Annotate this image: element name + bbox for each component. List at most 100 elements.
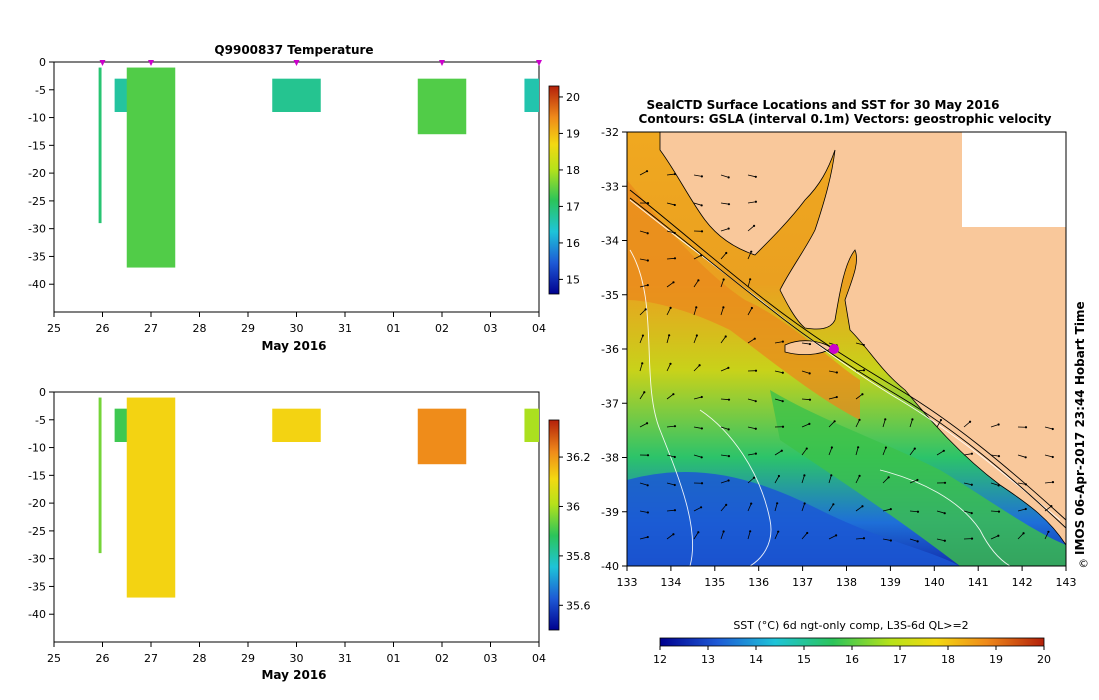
velocity-vector-head [753,337,756,340]
velocity-vector-head [673,172,677,176]
velocity-vector-head [916,478,919,482]
velocity-vector-head [725,503,728,507]
x-tick-label: 02 [435,322,449,335]
x-tick-label: 26 [96,322,110,335]
lat-tick-label: -36 [601,343,619,356]
x-tick-label: 04 [532,652,546,665]
velocity-vector [693,335,698,344]
x-tick-label: 31 [338,322,352,335]
x-tick-label: 26 [96,652,110,665]
velocity-vector-head [889,539,892,542]
velocity-vector-head [858,418,861,421]
colorbar-tick-label: 15 [566,273,580,286]
velocity-vector-head [781,340,784,343]
velocity-vector [720,531,724,540]
velocity-vector [855,447,859,456]
velocity-vector [990,454,999,457]
velocity-vector [774,475,780,484]
velocity-vector-head [803,474,806,477]
velocity-vector [747,338,755,344]
sst-tick-label: 15 [797,653,811,666]
lat-tick-label: -32 [601,126,619,139]
sst-colorbar [659,637,1045,647]
velocity-vector-head [727,398,731,401]
velocity-vector [747,279,751,288]
x-tick-label: 01 [387,322,401,335]
velocity-vector-head [697,531,700,534]
velocity-vector-head [641,362,644,365]
velocity-vector [747,398,756,402]
velocity-vector [990,535,999,540]
velocity-vector [990,424,999,428]
velocity-vector [747,426,756,430]
velocity-vector [801,342,810,345]
map-title-line-2: Contours: GSLA (interval 0.1m) Vectors: … [639,112,1052,126]
velocity-vector-head [970,537,974,540]
velocity-vector [720,336,727,344]
velocity-vector-head [725,251,728,255]
velocity-vector-head [777,474,781,478]
velocity-vector-head [752,476,756,479]
land-mass [659,132,1066,546]
velocity-vector [639,536,648,540]
velocity-vector [1044,481,1053,484]
velocity-vector [720,504,727,512]
y-tick-label: -15 [28,139,46,152]
velocity-vector-head [700,482,704,485]
sst-tick-label: 17 [893,653,907,666]
contour-line [629,249,694,566]
velocity-vector [1044,454,1053,458]
x-tick-label: 29 [241,652,255,665]
velocity-vector [882,508,891,512]
velocity-vector-head [700,427,703,430]
velocity-vector [639,309,646,316]
velocity-vector-head [808,422,811,425]
x-tick-label: 27 [144,322,158,335]
lat-tick-label: -39 [601,506,619,519]
velocity-vector-head [673,231,676,235]
velocity-vector-head [646,259,649,262]
y-tick-label: -40 [28,278,46,291]
velocity-vector-head [862,369,866,372]
velocity-vector [639,392,645,400]
velocity-vector-head [672,533,675,536]
salinity-colorbar-ticks: 36.2 36 35.8 35.6 [559,451,591,612]
velocity-vector [693,454,702,458]
velocity-vector-head [645,422,649,425]
velocity-vector-head [752,224,756,227]
velocity-vector [639,170,648,176]
velocity-vector [801,370,810,374]
profile-bar [126,397,176,598]
velocity-vector-head [700,230,704,233]
velocity-vector-head [754,200,758,203]
salinity-colorbar [548,419,560,631]
colorbar-tick-label: 19 [566,127,580,140]
velocity-vector [801,448,808,456]
coastal-green-band [770,390,1066,566]
velocity-vector-head [835,534,838,537]
velocity-vector [1044,505,1052,512]
velocity-vector [720,174,729,178]
x-tick-label: 31 [338,652,352,665]
velocity-vector-head [1024,426,1028,429]
velocity-vector [774,370,783,374]
velocity-vector [882,447,887,456]
sst-tick-label: 13 [701,653,715,666]
colorbar-tick-label: 35.6 [566,599,591,612]
velocity-vector-head [911,418,914,421]
profile-bar [272,408,321,442]
velocity-vector-head [781,425,785,428]
velocity-vector [666,281,674,288]
y-tick-label: -30 [28,553,46,566]
velocity-vector [666,482,675,486]
velocity-vector-head [646,511,649,514]
velocity-vector [909,419,913,428]
contour-line [699,409,772,566]
velocity-vector-head [781,371,784,374]
velocity-vector [828,396,837,400]
velocity-vector-head [1051,427,1054,431]
velocity-vector [909,479,918,484]
cool-offshore [627,471,960,566]
velocity-vector-head [672,281,675,284]
